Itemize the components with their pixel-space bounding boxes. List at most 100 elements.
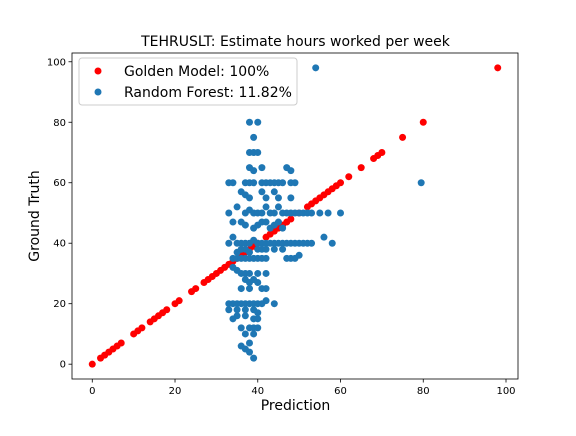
data-point — [312, 64, 320, 72]
data-point — [225, 239, 233, 247]
data-point — [258, 209, 266, 217]
data-point — [270, 300, 278, 308]
data-point — [262, 194, 270, 202]
data-point — [316, 209, 324, 217]
data-point — [250, 167, 258, 175]
x-tick-label: 0 — [89, 386, 95, 397]
data-point — [163, 306, 171, 314]
y-axis: 0 20 40 60 80 100 — [47, 57, 72, 371]
legend-label-golden-model: Golden Model: 100% — [124, 64, 269, 80]
data-point — [254, 315, 262, 323]
data-point — [245, 118, 253, 126]
data-point — [250, 354, 258, 362]
x-tick-label: 20 — [169, 386, 182, 397]
data-point — [287, 215, 295, 223]
data-point — [225, 209, 233, 217]
data-point — [241, 330, 249, 338]
data-point — [328, 239, 336, 247]
data-point — [245, 248, 253, 256]
legend-marker-random-forest — [94, 88, 102, 96]
series-1 — [225, 64, 425, 362]
data-point — [270, 209, 278, 217]
data-point — [262, 269, 270, 277]
series-0 — [88, 64, 502, 368]
x-tick-label: 60 — [334, 386, 347, 397]
data-point — [254, 324, 262, 332]
data-point — [233, 306, 241, 314]
chart-title: TEHRUSLT: Estimate hours worked per week — [140, 34, 451, 50]
data-point — [262, 285, 270, 293]
y-tick-label: 100 — [47, 57, 66, 68]
data-point — [279, 179, 287, 187]
data-point — [254, 118, 262, 126]
legend-marker-golden-model — [94, 67, 102, 75]
data-point — [270, 245, 278, 253]
data-point — [295, 251, 303, 259]
data-point — [225, 306, 233, 314]
data-point — [262, 297, 270, 305]
data-point — [262, 254, 270, 262]
data-point — [287, 194, 295, 202]
data-point — [274, 194, 282, 202]
data-point — [245, 339, 253, 347]
data-point — [419, 118, 427, 126]
data-point — [245, 269, 253, 277]
data-point — [494, 64, 502, 72]
data-point — [245, 285, 253, 293]
data-point — [337, 209, 345, 217]
data-point — [417, 179, 425, 187]
data-point — [287, 167, 295, 175]
plot-area — [88, 64, 502, 368]
data-point — [229, 218, 237, 226]
data-point — [254, 309, 262, 317]
data-point — [279, 224, 287, 232]
data-point — [175, 297, 183, 305]
data-point — [237, 324, 245, 332]
data-point — [378, 148, 386, 156]
plot-frame — [71, 52, 519, 380]
data-point — [241, 312, 249, 320]
data-point — [250, 179, 258, 187]
y-tick-label: 40 — [53, 239, 66, 250]
data-point — [279, 245, 287, 253]
data-point — [254, 148, 262, 156]
data-point — [254, 269, 262, 277]
data-point — [357, 164, 365, 172]
data-point — [250, 133, 258, 141]
data-point — [345, 173, 353, 181]
y-axis-label: Ground Truth — [27, 170, 43, 261]
data-point — [250, 330, 258, 338]
x-tick-label: 40 — [251, 386, 264, 397]
data-point — [274, 218, 282, 226]
data-point — [270, 188, 278, 196]
data-point — [262, 245, 270, 253]
data-point — [337, 179, 345, 187]
data-point — [258, 188, 266, 196]
legend: Golden Model: 100% Random Forest: 11.82% — [78, 57, 298, 106]
data-point — [241, 306, 249, 314]
x-tick-label: 100 — [496, 386, 515, 397]
data-point — [274, 203, 282, 211]
data-point — [262, 203, 270, 211]
data-point — [229, 233, 237, 241]
data-point — [254, 279, 262, 287]
x-axis-label: Prediction — [261, 398, 331, 414]
data-point — [138, 324, 146, 332]
data-point — [117, 339, 125, 347]
data-point — [308, 209, 316, 217]
y-tick-label: 80 — [53, 118, 66, 129]
y-tick-label: 20 — [53, 299, 66, 310]
data-point — [192, 285, 200, 293]
data-point — [233, 312, 241, 320]
x-tick-label: 80 — [417, 386, 430, 397]
data-point — [262, 218, 270, 226]
x-axis: 0 20 40 60 80 100 — [89, 379, 516, 397]
data-point — [308, 239, 316, 247]
data-point — [324, 209, 332, 217]
data-point — [237, 285, 245, 293]
legend-box — [78, 57, 298, 106]
legend-label-random-forest: Random Forest: 11.82% — [124, 85, 292, 101]
data-point — [283, 254, 291, 262]
